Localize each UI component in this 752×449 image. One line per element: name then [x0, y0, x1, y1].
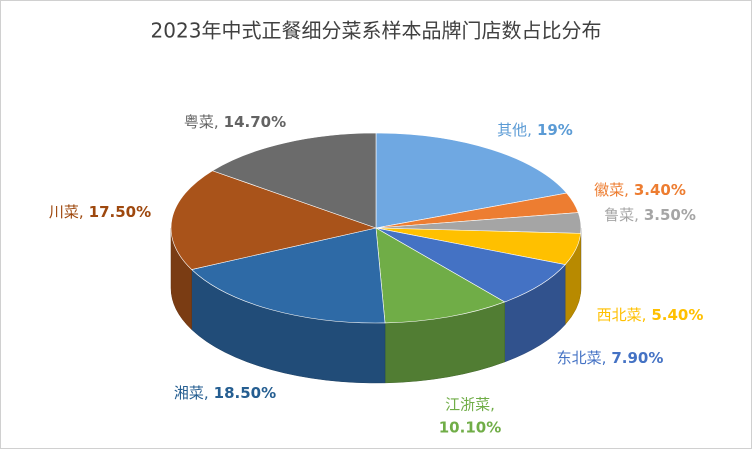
data-label: 川菜, 17.50% [49, 203, 151, 221]
data-label-category: 川菜, [49, 203, 84, 221]
data-label-category: 湘菜, [174, 384, 209, 402]
data-label: 西北菜, 5.40% [597, 306, 704, 324]
data-label-category: 西北菜, [597, 306, 647, 324]
slice [211, 132, 377, 229]
data-label-value: 5.40% [651, 306, 703, 324]
data-label-value: 17.50% [89, 203, 151, 221]
data-label-category: 江浙菜, [445, 396, 495, 414]
data-label-category: 鲁菜, [604, 206, 639, 224]
data-label-category: 东北菜, [557, 349, 607, 367]
slice [375, 132, 568, 229]
data-label-value: 14.70% [224, 113, 286, 131]
data-label-category: 其他, [497, 121, 532, 139]
data-label: 东北菜, 7.90% [557, 349, 664, 367]
data-label: 湘菜, 18.50% [174, 384, 276, 402]
data-label: 徽菜, 3.40% [594, 181, 686, 199]
slice [375, 227, 506, 324]
data-label-category: 粤菜, [184, 113, 219, 131]
data-label-value: 10.10% [439, 419, 501, 437]
data-label-value: 18.50% [214, 384, 276, 402]
data-label-value: 7.90% [611, 349, 663, 367]
data-label: 其他, 19% [497, 121, 573, 139]
slice [375, 227, 566, 303]
data-label: 粤菜, 14.70% [184, 113, 286, 131]
data-label: 鲁菜, 3.50% [604, 206, 696, 224]
slice [170, 170, 378, 270]
data-label-category: 徽菜, [594, 181, 629, 199]
chart-title: 2023年中式正餐细分菜系样本品牌门店数占比分布 [151, 19, 602, 43]
slice [191, 227, 386, 324]
data-label-value: 3.50% [644, 206, 696, 224]
data-label-value: 19% [537, 121, 573, 139]
data-label-value: 3.40% [634, 181, 686, 199]
